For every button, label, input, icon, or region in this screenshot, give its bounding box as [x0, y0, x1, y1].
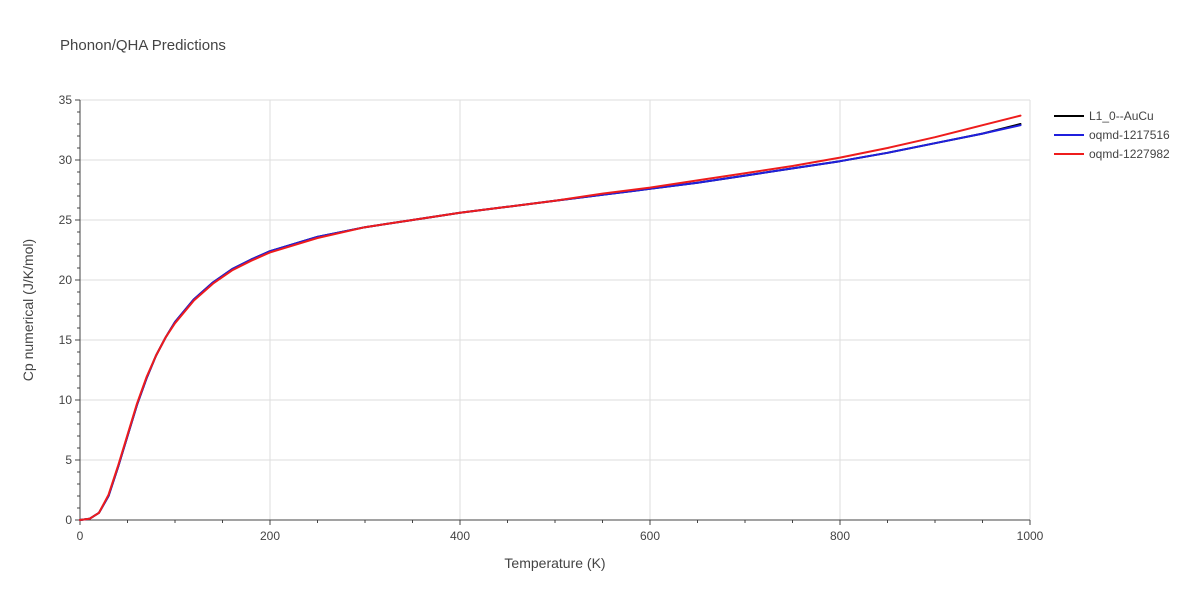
legend-label: oqmd-1227982: [1089, 147, 1170, 161]
y-axis-ticks: 0 5 10 15 20 25 30 35: [59, 93, 80, 527]
y-tick-label: 20: [59, 273, 73, 287]
y-tick-label: 15: [59, 333, 73, 347]
y-tick-label: 5: [65, 453, 72, 467]
x-tick-label: 1000: [1017, 529, 1044, 543]
x-tick-label: 0: [77, 529, 84, 543]
y-tick-label: 10: [59, 393, 73, 407]
y-tick-label: 35: [59, 93, 73, 107]
x-tick-label: 200: [260, 529, 280, 543]
y-tick-label: 0: [65, 513, 72, 527]
x-tick-label: 400: [450, 529, 470, 543]
grid: [80, 99, 1031, 520]
legend-label: oqmd-1217516: [1089, 128, 1170, 142]
legend[interactable]: L1_0--AuCu oqmd-1217516 oqmd-1227982: [1054, 109, 1170, 161]
y-tick-label: 25: [59, 213, 73, 227]
y-tick-label: 30: [59, 153, 73, 167]
legend-item-1[interactable]: L1_0--AuCu: [1054, 109, 1154, 123]
x-axis-ticks: 0 200 400 600 800 1000: [77, 520, 1044, 543]
x-axis-title: Temperature (K): [504, 555, 605, 571]
x-tick-label: 800: [830, 529, 850, 543]
legend-item-3[interactable]: oqmd-1227982: [1054, 147, 1170, 161]
x-tick-label: 600: [640, 529, 660, 543]
series-line-3: [79, 114, 1022, 521]
chart-title: Phonon/QHA Predictions: [60, 37, 226, 54]
legend-item-2[interactable]: oqmd-1217516: [1054, 128, 1170, 142]
y-axis-title: Cp numerical (J/K/mol): [20, 239, 36, 381]
legend-label: L1_0--AuCu: [1089, 109, 1154, 123]
plot-area: [79, 114, 1022, 521]
